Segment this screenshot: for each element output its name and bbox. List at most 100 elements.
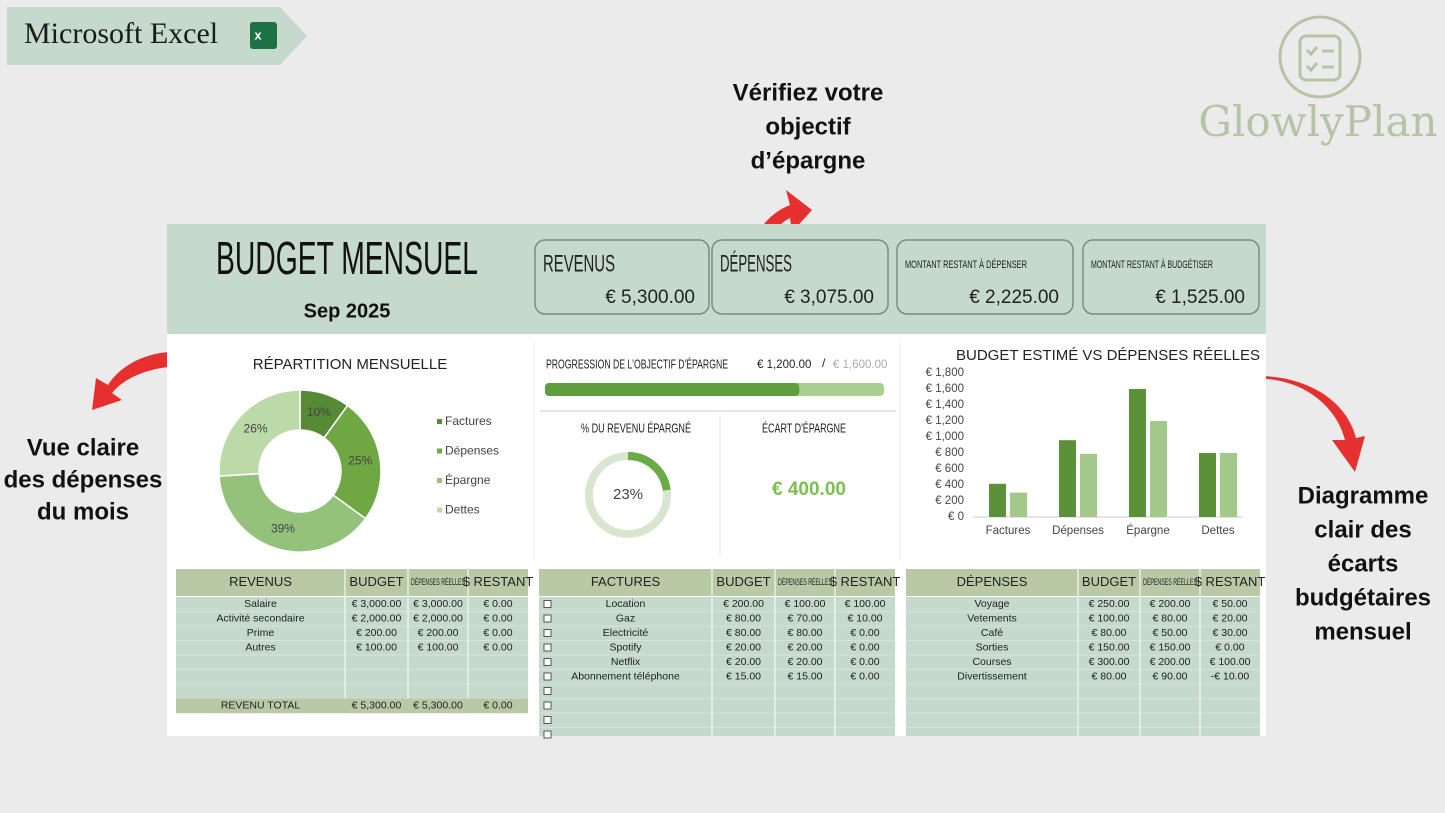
legend-swatch: [437, 507, 442, 513]
table-cell: € 0.00: [850, 671, 879, 683]
table-cell: € 200.00: [356, 627, 397, 639]
savings-gap-title: ÉCART D'ÉPARGNE: [762, 420, 846, 435]
savings-title: PROGRESSION DE L'OBJECTIF D'ÉPARGNE: [546, 356, 728, 371]
table-cell: Prime: [247, 627, 275, 639]
bar: [1220, 453, 1237, 517]
slice-label: 26%: [244, 421, 268, 435]
table-body: [906, 597, 1260, 736]
table-cell: € 2,000.00: [352, 613, 402, 625]
legend-label: Épargne: [445, 472, 491, 487]
card-label: DÉPENSES: [720, 250, 792, 277]
donut-slice: [218, 389, 301, 477]
table-cell: Café: [981, 627, 1003, 639]
dashboard-period: Sep 2025: [304, 300, 391, 322]
y-tick-label: € 400: [935, 479, 964, 491]
checkbox: [543, 730, 552, 739]
table-footer-cell: € 5,300.00: [352, 700, 402, 712]
callout-line: Vue claire: [27, 434, 140, 461]
table-cell: € 90.00: [1152, 671, 1187, 683]
table-header-cell: $ RESTANT: [463, 574, 534, 589]
table-cell: € 100.00: [785, 598, 826, 610]
table-cell: € 20.00: [787, 656, 822, 668]
table-header-cell: DÉPENSES RÉELLES: [778, 577, 832, 587]
table-cell: € 80.00: [726, 627, 761, 639]
checkbox: [543, 716, 552, 724]
table-cell: € 0.00: [850, 642, 879, 654]
bar: [1199, 453, 1216, 517]
table-header-cell: DÉPENSES RÉELLES: [1143, 577, 1197, 587]
y-tick-label: € 1,600: [926, 383, 964, 395]
table-cell: € 150.00: [1089, 642, 1130, 654]
table-cell: € 80.00: [1152, 613, 1187, 625]
table-cell: € 100.00: [356, 642, 397, 654]
brand-name: GlowlyPlan: [1198, 97, 1437, 146]
table-cell: € 250.00: [1089, 598, 1130, 610]
table-cell: € 20.00: [787, 642, 822, 654]
bar: [1059, 440, 1076, 517]
table-cell: Location: [606, 598, 646, 610]
table-cell: € 0.00: [483, 598, 512, 610]
savings-goal: € 1,600.00: [833, 359, 887, 371]
ring-label: 23%: [613, 486, 643, 503]
card: [1082, 239, 1260, 315]
table-cell: Courses: [972, 656, 1011, 668]
table-header: [176, 569, 528, 596]
table-cell: € 200.00: [1150, 598, 1191, 610]
card-amount: € 1,525.00: [1155, 287, 1245, 308]
x-tick-label: Épargne: [1126, 524, 1169, 537]
table-cell: Autres: [245, 642, 275, 654]
y-tick-label: € 0: [948, 511, 964, 523]
table-cell: € 3,000.00: [413, 598, 463, 610]
donut-slice: [218, 472, 367, 553]
brand-logo: [1278, 15, 1362, 99]
card-amount: € 2,225.00: [969, 287, 1059, 308]
legend-swatch: [437, 448, 442, 454]
table-cell: € 80.00: [726, 613, 761, 625]
callout-line: Vérifiez votre: [733, 79, 884, 106]
callout-line: du mois: [37, 498, 129, 525]
ring-arc: [627, 452, 671, 491]
callout-line: des dépenses: [4, 466, 163, 493]
table-cell: € 50.00: [1212, 598, 1247, 610]
table-header-cell: REVENUS: [229, 574, 292, 589]
arrow-left: [92, 351, 228, 410]
y-tick-label: € 200: [935, 495, 964, 507]
table-cell: Spotify: [609, 642, 642, 654]
table-cell: € 80.00: [1091, 671, 1126, 683]
y-tick-label: € 1,200: [926, 415, 964, 427]
y-tick-label: € 1,000: [926, 431, 964, 443]
table-cell: Activité secondaire: [216, 613, 304, 625]
savings-current: € 1,200.00: [757, 359, 811, 371]
table-cell: € 100.00: [1089, 613, 1130, 625]
brand-logo-doc: [1298, 34, 1342, 82]
x-tick-label: Dettes: [1201, 525, 1234, 537]
x-tick-label: Dépenses: [1052, 525, 1104, 537]
table-cell: Abonnement téléphone: [571, 671, 680, 683]
table-cell: Sorties: [976, 642, 1009, 654]
progress-fill: [545, 383, 800, 396]
chart-title: BUDGET ESTIMÉ VS DÉPENSES RÉELLES: [956, 347, 1260, 364]
card: [896, 239, 1074, 315]
table-cell: € 100.00: [845, 598, 886, 610]
bar: [1150, 421, 1167, 517]
table-header-cell: BUDGET: [716, 574, 770, 589]
card-label: MONTANT RESTANT À BUDGÉTISER: [1091, 258, 1213, 271]
savings-gap-amount: € 400.00: [772, 479, 846, 500]
table-cell: € 200.00: [1150, 656, 1191, 668]
slice-label: 25%: [348, 454, 372, 468]
table-cell: -€ 10.00: [1211, 671, 1250, 683]
checkbox: [543, 600, 552, 608]
legend-label: Factures: [445, 414, 492, 428]
table-header: [539, 569, 895, 596]
table-cell: € 15.00: [787, 671, 822, 683]
bar: [989, 483, 1006, 517]
card-label: REVENUS: [543, 250, 615, 277]
table-cell: € 0.00: [1215, 642, 1244, 654]
table-cell: € 0.00: [483, 627, 512, 639]
table-header-cell: $ RESTANT: [1195, 574, 1266, 589]
checkbox: [543, 614, 552, 623]
checkbox: [543, 629, 552, 637]
table-cell: € 20.00: [726, 642, 761, 654]
legend-swatch: [437, 478, 442, 483]
table-header: [906, 569, 1260, 596]
